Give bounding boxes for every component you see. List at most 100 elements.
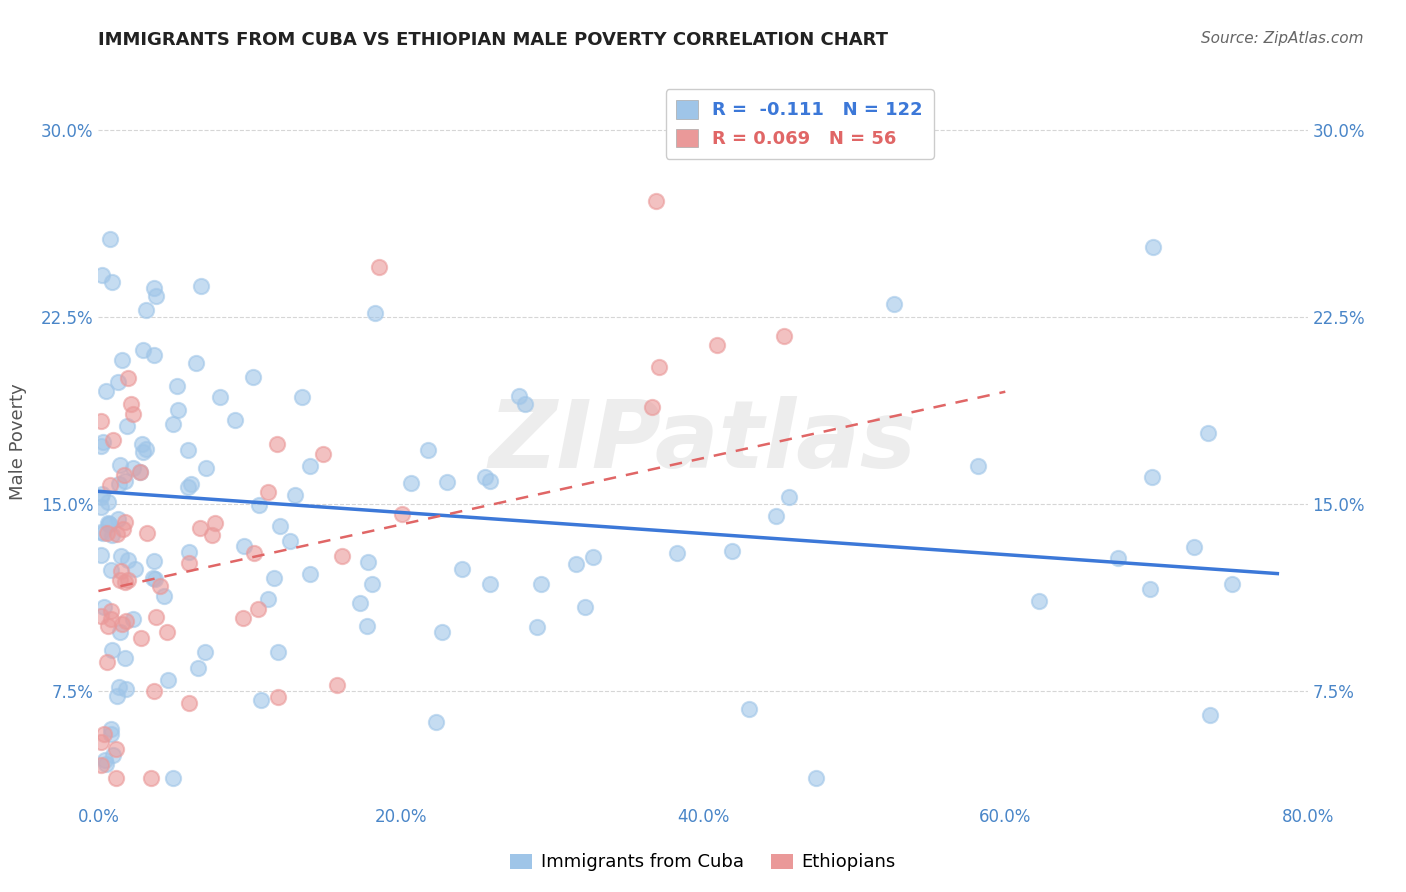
Point xyxy=(581,550,603,565)
Point xyxy=(773,329,796,343)
Point xyxy=(204,516,226,530)
Point xyxy=(232,539,254,553)
Point xyxy=(100,562,122,576)
Point xyxy=(96,655,118,669)
Point xyxy=(142,684,165,698)
Point xyxy=(100,727,122,741)
Point xyxy=(257,592,280,607)
Point xyxy=(1220,576,1243,591)
Point xyxy=(112,468,135,483)
Point xyxy=(93,599,115,614)
Point xyxy=(90,524,112,539)
Point xyxy=(167,402,190,417)
Point xyxy=(666,546,689,560)
Point xyxy=(98,478,121,492)
Point xyxy=(430,624,453,639)
Point xyxy=(114,474,136,488)
Point xyxy=(110,564,132,578)
Point xyxy=(96,516,118,530)
Point xyxy=(647,360,669,375)
Point xyxy=(224,412,246,426)
Point xyxy=(162,771,184,785)
Point xyxy=(278,533,301,548)
Point xyxy=(90,609,112,624)
Point xyxy=(101,643,124,657)
Point xyxy=(108,477,131,491)
Point xyxy=(1108,551,1130,566)
Point xyxy=(1140,469,1163,483)
Point xyxy=(105,742,128,756)
Point xyxy=(110,625,132,640)
Point xyxy=(267,690,290,705)
Point xyxy=(188,520,211,534)
Point xyxy=(139,771,162,785)
Point xyxy=(131,436,153,450)
Point xyxy=(190,279,212,293)
Point xyxy=(479,576,502,591)
Point xyxy=(645,194,668,209)
Point xyxy=(177,556,200,570)
Point xyxy=(194,645,217,659)
Point xyxy=(110,458,132,472)
Point xyxy=(361,577,384,591)
Point xyxy=(90,548,112,562)
Point xyxy=(100,528,122,542)
Point xyxy=(177,442,200,457)
Point xyxy=(145,288,167,302)
Point xyxy=(91,435,114,450)
Point xyxy=(114,574,136,589)
Point xyxy=(356,619,378,633)
Point xyxy=(416,443,439,458)
Point xyxy=(143,554,166,568)
Point xyxy=(201,528,224,542)
Point xyxy=(101,275,124,289)
Point xyxy=(778,491,800,505)
Point xyxy=(97,517,120,532)
Point xyxy=(232,611,254,625)
Point xyxy=(91,486,114,500)
Point xyxy=(124,562,146,576)
Point xyxy=(135,442,157,456)
Legend: Immigrants from Cuba, Ethiopians: Immigrants from Cuba, Ethiopians xyxy=(503,847,903,879)
Point xyxy=(242,370,264,384)
Point xyxy=(256,485,278,500)
Point xyxy=(515,397,537,411)
Point xyxy=(1197,426,1219,441)
Point xyxy=(250,693,273,707)
Text: IMMIGRANTS FROM CUBA VS ETHIOPIAN MALE POVERTY CORRELATION CHART: IMMIGRANTS FROM CUBA VS ETHIOPIAN MALE P… xyxy=(98,31,889,49)
Point xyxy=(97,495,120,509)
Point xyxy=(156,625,179,640)
Point xyxy=(132,445,155,459)
Point xyxy=(98,231,121,245)
Point xyxy=(91,268,114,283)
Point xyxy=(721,544,744,558)
Point xyxy=(1142,240,1164,254)
Point xyxy=(96,384,118,398)
Point xyxy=(326,678,349,692)
Point xyxy=(526,619,548,633)
Point xyxy=(269,519,291,533)
Point xyxy=(177,545,200,559)
Point xyxy=(180,477,202,491)
Point xyxy=(187,660,209,674)
Point xyxy=(640,400,662,414)
Point xyxy=(530,577,553,591)
Point xyxy=(267,645,290,659)
Point xyxy=(176,480,198,494)
Point xyxy=(266,436,288,450)
Point xyxy=(115,681,138,696)
Point xyxy=(153,589,176,603)
Point xyxy=(368,260,391,274)
Point xyxy=(162,417,184,431)
Point xyxy=(186,355,208,369)
Point xyxy=(330,549,353,564)
Point xyxy=(90,500,112,515)
Point xyxy=(114,515,136,529)
Point xyxy=(132,343,155,358)
Point xyxy=(104,771,127,785)
Point xyxy=(117,371,139,385)
Point xyxy=(96,525,118,540)
Point xyxy=(349,596,371,610)
Point xyxy=(208,390,231,404)
Point xyxy=(479,474,502,488)
